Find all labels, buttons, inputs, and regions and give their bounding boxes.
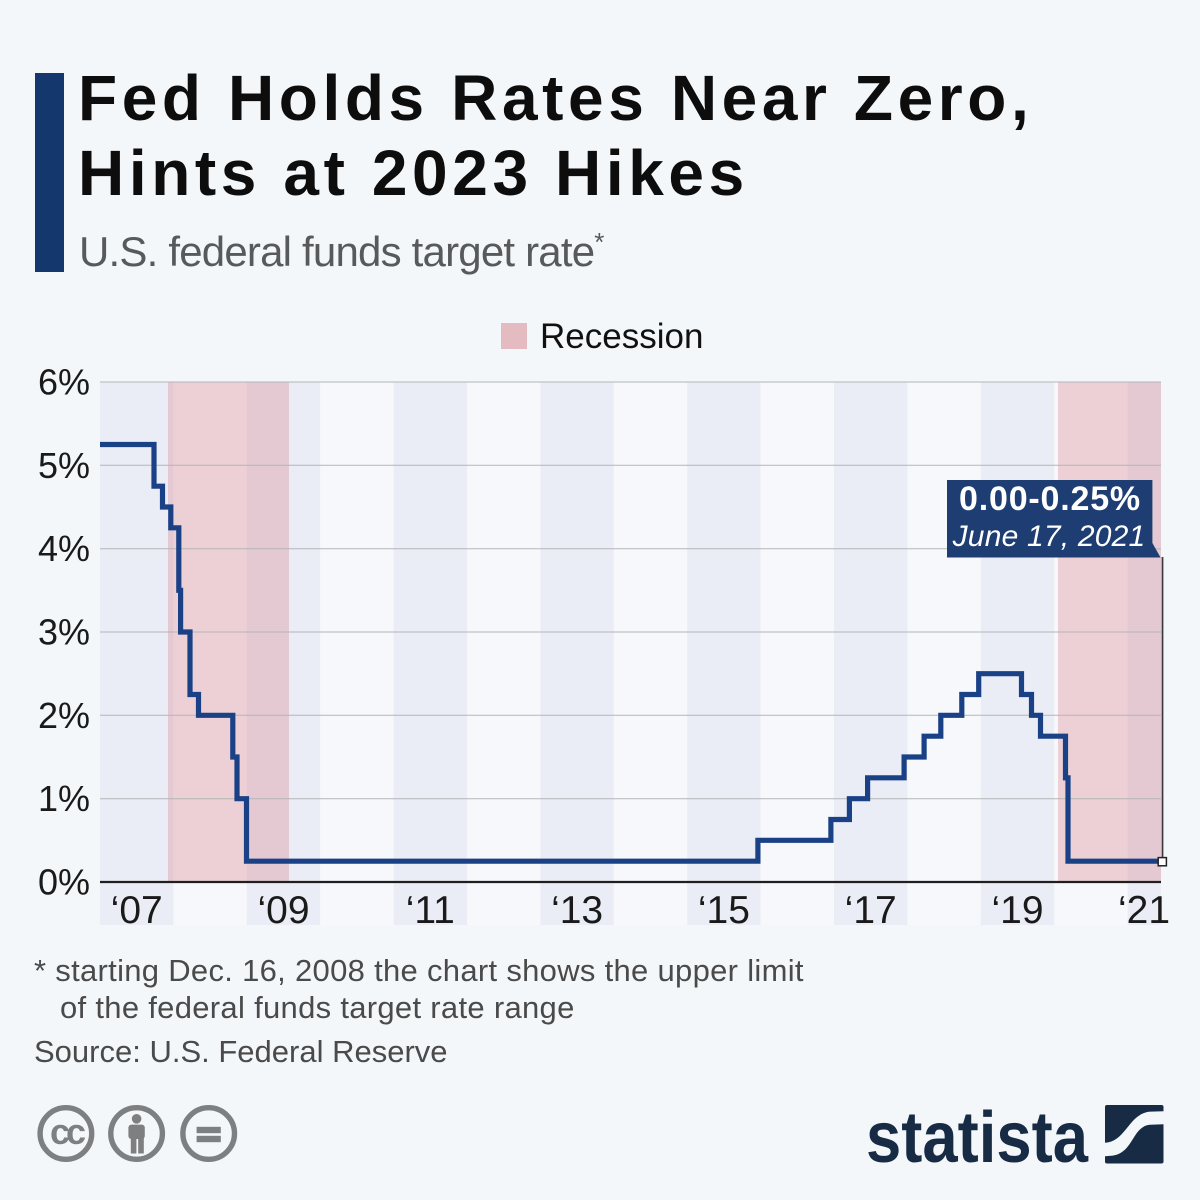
svg-text:June 17, 2021: June 17, 2021 — [952, 520, 1146, 553]
svg-text:‘09: ‘09 — [257, 889, 309, 932]
svg-text:‘21: ‘21 — [1118, 889, 1170, 932]
svg-text:cc: cc — [50, 1111, 85, 1152]
svg-text:5%: 5% — [38, 445, 90, 486]
svg-text:3%: 3% — [38, 612, 90, 653]
svg-text:‘19: ‘19 — [991, 889, 1043, 932]
svg-text:‘15: ‘15 — [698, 889, 750, 932]
svg-text:2%: 2% — [38, 695, 90, 736]
svg-text:‘13: ‘13 — [551, 889, 603, 932]
svg-text:statista: statista — [866, 1098, 1089, 1178]
svg-text:‘17: ‘17 — [845, 889, 897, 932]
svg-text:‘11: ‘11 — [406, 889, 455, 932]
svg-text:1%: 1% — [38, 778, 90, 819]
svg-text:6%: 6% — [38, 362, 90, 403]
svg-text:4%: 4% — [38, 528, 90, 569]
svg-text:‘07: ‘07 — [111, 889, 163, 932]
svg-text:0%: 0% — [38, 862, 90, 903]
svg-text:0.00-0.25%: 0.00-0.25% — [959, 480, 1141, 518]
